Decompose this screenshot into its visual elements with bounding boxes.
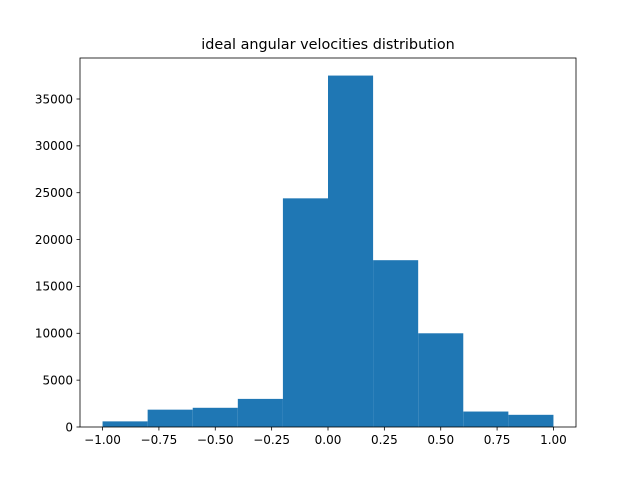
y-tick-label: 10000 [35,327,73,341]
x-tick-label: 0.75 [484,433,511,447]
x-tick-label: 0.50 [427,433,454,447]
x-tick-label: 1.00 [540,433,567,447]
y-tick-label: 20000 [35,233,73,247]
x-tick-label: −0.75 [141,433,178,447]
y-tick-label: 25000 [35,186,73,200]
x-tick-label: −1.00 [84,433,121,447]
y-tick-label: 15000 [35,280,73,294]
histogram-bar-6 [373,260,419,427]
x-axis: −1.00 −0.75 −0.50 −0.25 0.00 0.25 0.50 0.75 1.00 [84,427,567,447]
x-tick-label: −0.50 [197,433,234,447]
histogram-bar-7 [418,333,464,427]
histogram-bar-5 [328,75,374,427]
histogram-bar-1 [147,409,193,427]
chart-title: ideal angular velocities distribution [201,37,455,53]
histogram-bars [102,75,554,427]
y-axis: 0 5000 10000 15000 20000 25000 30000 35000 [35,92,80,434]
histogram-bar-3 [237,398,283,427]
y-tick-label: 0 [65,420,73,434]
x-tick-label: −0.25 [253,433,290,447]
x-tick-label: 0.25 [371,433,398,447]
histogram-bar-4 [282,198,328,427]
y-tick-label: 30000 [35,139,73,153]
histogram-bar-8 [463,411,509,427]
y-tick-label: 35000 [35,92,73,106]
x-tick-label: 0.00 [315,433,342,447]
histogram-bar-9 [508,414,554,427]
y-tick-label: 5000 [42,373,73,387]
histogram-bar-0 [102,421,148,427]
histogram-bar-2 [192,407,238,427]
